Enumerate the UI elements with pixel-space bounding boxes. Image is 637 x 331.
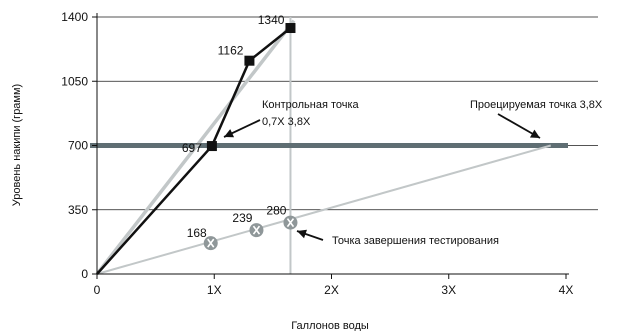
reference-series-line	[95, 19, 296, 276]
measured-point-1340	[285, 23, 296, 34]
projected-series-line	[96, 144, 552, 275]
x-tick-label-3: 3X	[441, 283, 456, 297]
projected-point-arrow-head	[529, 129, 540, 138]
y-tick-label-700: 700	[68, 139, 88, 153]
annotation-projected-point: Проецируемая точка 3,8X	[470, 99, 603, 111]
annotation-test-end: Точка завершения тестирования	[332, 235, 499, 247]
axes: 0 350 700 1050 1400 0 1X 2X 3X 4X	[61, 10, 573, 297]
series-lines	[90, 19, 568, 276]
measured-point-697	[206, 141, 217, 152]
data-labels: 697 1162 1340 168 239 280	[182, 13, 287, 240]
measured-label-1340: 1340	[258, 13, 285, 27]
measured-point-1162	[244, 55, 255, 66]
annotation-control-point-line1: Контрольная точка	[262, 99, 360, 111]
y-tick-label-1050: 1050	[61, 74, 88, 88]
x-axis-title: Галлонов воды	[291, 320, 369, 331]
measured-label-1162: 1162	[218, 44, 244, 58]
test-end-label-168: 168	[187, 226, 207, 240]
y-axis-title: Уровень накипи (грамм)	[11, 84, 23, 206]
measured-series-line	[96, 27, 292, 275]
y-tick-label-350: 350	[68, 203, 88, 217]
test-end-point-cross-239	[252, 225, 261, 235]
test-end-arrow-head	[297, 229, 307, 239]
annotation-control-point-line2: 0,7X 3,8X	[262, 116, 311, 128]
annotation-arrows	[223, 113, 541, 241]
x-tick-label-4: 4X	[559, 283, 574, 297]
y-tick-label-0: 0	[81, 267, 88, 281]
x-tick-label-1: 1X	[207, 283, 222, 297]
y-tick-label-1400: 1400	[61, 10, 88, 24]
control-point-arrow-head	[224, 129, 235, 138]
test-end-label-239: 239	[232, 211, 252, 225]
measured-label-697: 697	[182, 141, 202, 155]
data-markers	[203, 23, 298, 251]
x-tick-label-0: 0	[94, 283, 101, 297]
test-end-point-cross-168	[207, 238, 215, 248]
test-end-point-cross-280	[286, 218, 295, 228]
test-end-label-280: 280	[266, 204, 286, 218]
x-tick-label-2: 2X	[324, 283, 339, 297]
